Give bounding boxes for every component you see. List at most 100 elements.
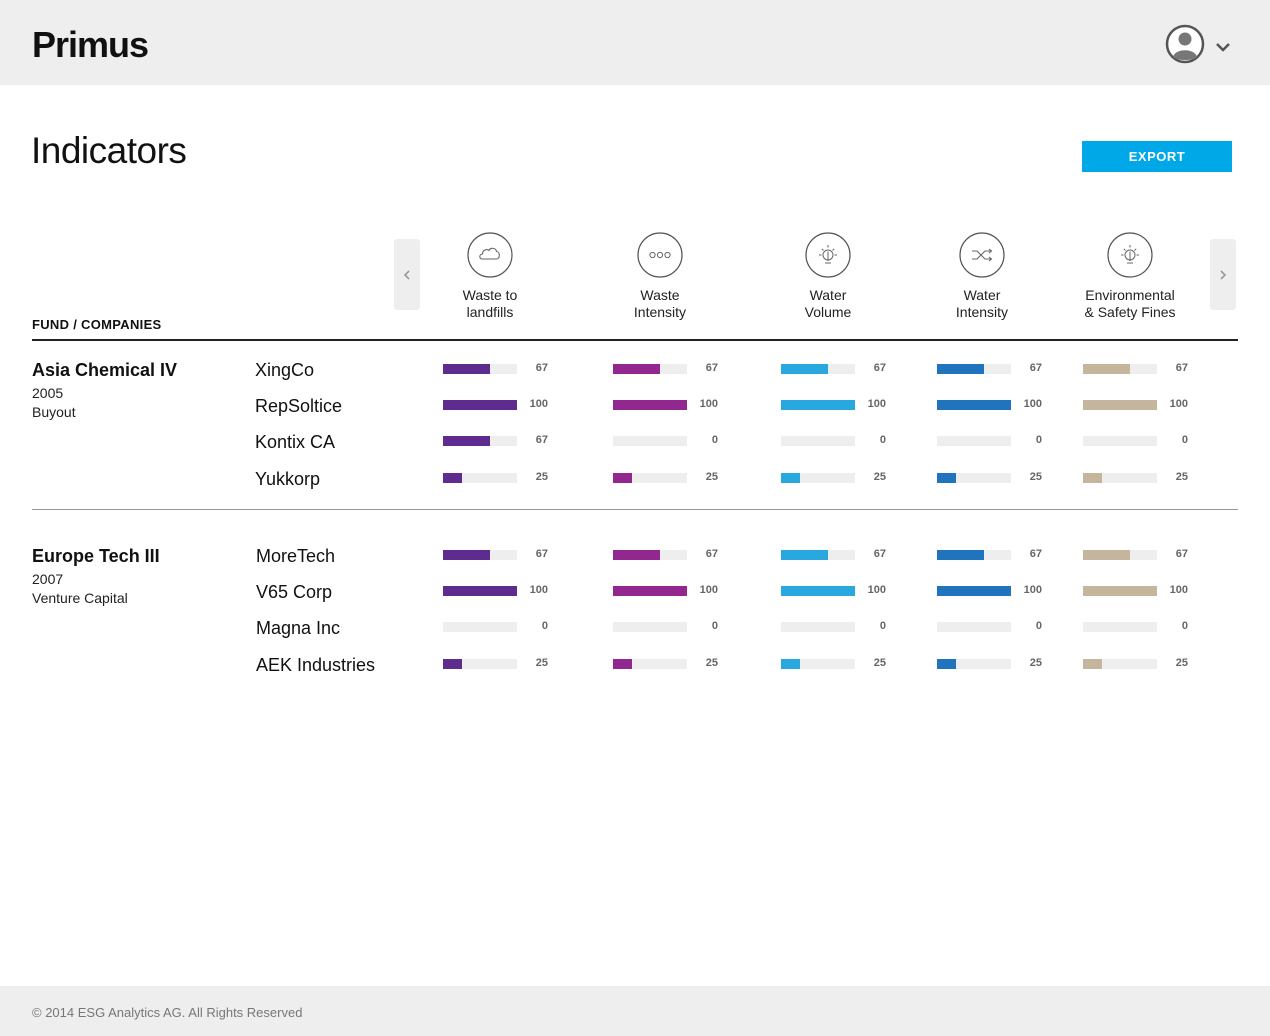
indicator-bar [1083,586,1157,596]
indicator-value: 100 [1023,398,1042,410]
column-label-line2: Volume [804,304,852,320]
indicator-bar [443,436,517,446]
indicator-bar-fill [443,364,490,374]
indicator-bar-fill [781,364,828,374]
indicator-bar-fill [613,550,660,560]
indicator-bar [1083,436,1157,446]
column-label-line1: Waste [640,287,680,303]
indicator-bar [937,659,1011,669]
indicator-bar-fill [937,473,956,483]
indicator-bar [1083,400,1157,410]
indicator-value: 25 [535,471,548,483]
fund-name[interactable]: Europe Tech III [32,546,160,566]
indicator-bar-fill [937,659,956,669]
indicator-value: 100 [529,584,548,596]
indicator-bar-fill [443,436,490,446]
company-name[interactable]: AEK Industries [256,655,376,675]
indicator-bar [781,400,855,410]
indicator-bar [937,622,1011,632]
column-header-water-intensity[interactable]: Water Intensity [907,232,1057,321]
indicator-bar [937,550,1011,560]
company-name[interactable]: V65 Corp [256,582,333,602]
indicator-value: 0 [879,434,886,446]
user-avatar-icon[interactable] [1165,24,1205,64]
indicator-bar-fill [613,586,687,596]
indicator-bar [443,364,517,374]
indicator-bar [937,400,1011,410]
indicator-value: 67 [873,362,886,374]
indicator-value: 0 [1035,434,1042,446]
indicator-bar-fill [613,364,660,374]
fund-name[interactable]: Asia Chemical IV [32,360,178,380]
indicator-bar-fill [1083,659,1102,669]
bulb-icon [805,232,851,278]
indicator-bar-fill [613,473,632,483]
indicator-bar [781,436,855,446]
indicator-value: 67 [1029,362,1042,374]
indicator-bar-fill [781,586,855,596]
indicator-value: 67 [535,362,548,374]
indicator-bar [613,586,687,596]
company-name[interactable]: Yukkorp [255,469,321,489]
shuffle-icon [959,232,1005,278]
indicator-bar-fill [781,473,800,483]
indicator-value: 67 [535,434,548,446]
export-button[interactable]: EXPORT [1082,141,1232,172]
indicator-value: 100 [867,584,886,596]
indicator-bar-fill [937,550,984,560]
indicator-bar-fill [443,586,517,596]
chevron-left-icon [403,269,410,280]
column-header-waste-intensity[interactable]: Waste Intensity [585,232,735,321]
company-name[interactable]: MoreTech [256,546,336,566]
next-columns-button[interactable] [1210,239,1236,310]
indicator-bar-fill [937,364,984,374]
column-label-line1: Waste to [462,287,518,303]
indicator-bar-fill [937,400,1011,410]
fund-divider [32,509,1238,510]
indicator-value: 25 [535,657,548,669]
indicator-value: 25 [1029,657,1042,669]
company-name[interactable]: Kontix CA [255,432,336,452]
indicator-bar-fill [613,659,632,669]
indicator-value: 100 [867,398,886,410]
indicator-value: 67 [1175,362,1188,374]
indicator-bar [781,659,855,669]
column-label-line2: & Safety Fines [1084,304,1176,320]
column-header-water-volume[interactable]: Water Volume [753,232,903,321]
indicator-bar [613,473,687,483]
indicator-bar-fill [781,659,800,669]
column-header-environmental-safety-fines[interactable]: Environmental & Safety Fines [1055,232,1205,321]
indicator-value: 0 [879,620,886,632]
indicator-bar [1083,473,1157,483]
header-divider [32,339,1238,341]
indicator-bar [781,364,855,374]
indicator-bar [443,586,517,596]
indicator-value: 25 [873,657,886,669]
column-label-line1: Environmental [1085,287,1175,303]
indicator-bar [937,473,1011,483]
indicator-bar-fill [443,400,517,410]
indicator-bar-fill [443,473,462,483]
page-title: Indicators [31,130,187,171]
indicator-bar [781,473,855,483]
indicator-bar [781,586,855,596]
chevron-down-icon[interactable] [1214,38,1232,56]
indicator-value: 25 [1175,657,1188,669]
cloud-icon [467,232,513,278]
company-name[interactable]: XingCo [255,360,315,380]
indicator-value: 25 [1029,471,1042,483]
indicator-value: 100 [529,398,548,410]
company-name[interactable]: RepSoltice [255,396,343,416]
indicator-bar-fill [1083,586,1157,596]
indicator-bar [613,659,687,669]
indicator-value: 0 [1181,434,1188,446]
prev-columns-button[interactable] [394,239,420,310]
column-header-waste-to-landfills[interactable]: Waste to landfills [415,232,565,321]
indicator-bar-fill [937,586,1011,596]
indicator-bar [937,364,1011,374]
indicator-value: 67 [873,548,886,560]
indicator-value: 0 [541,620,548,632]
brand-logo[interactable]: Primus [32,24,149,65]
column-label-line2: Intensity [955,304,1009,320]
company-name[interactable]: Magna Inc [256,618,341,638]
